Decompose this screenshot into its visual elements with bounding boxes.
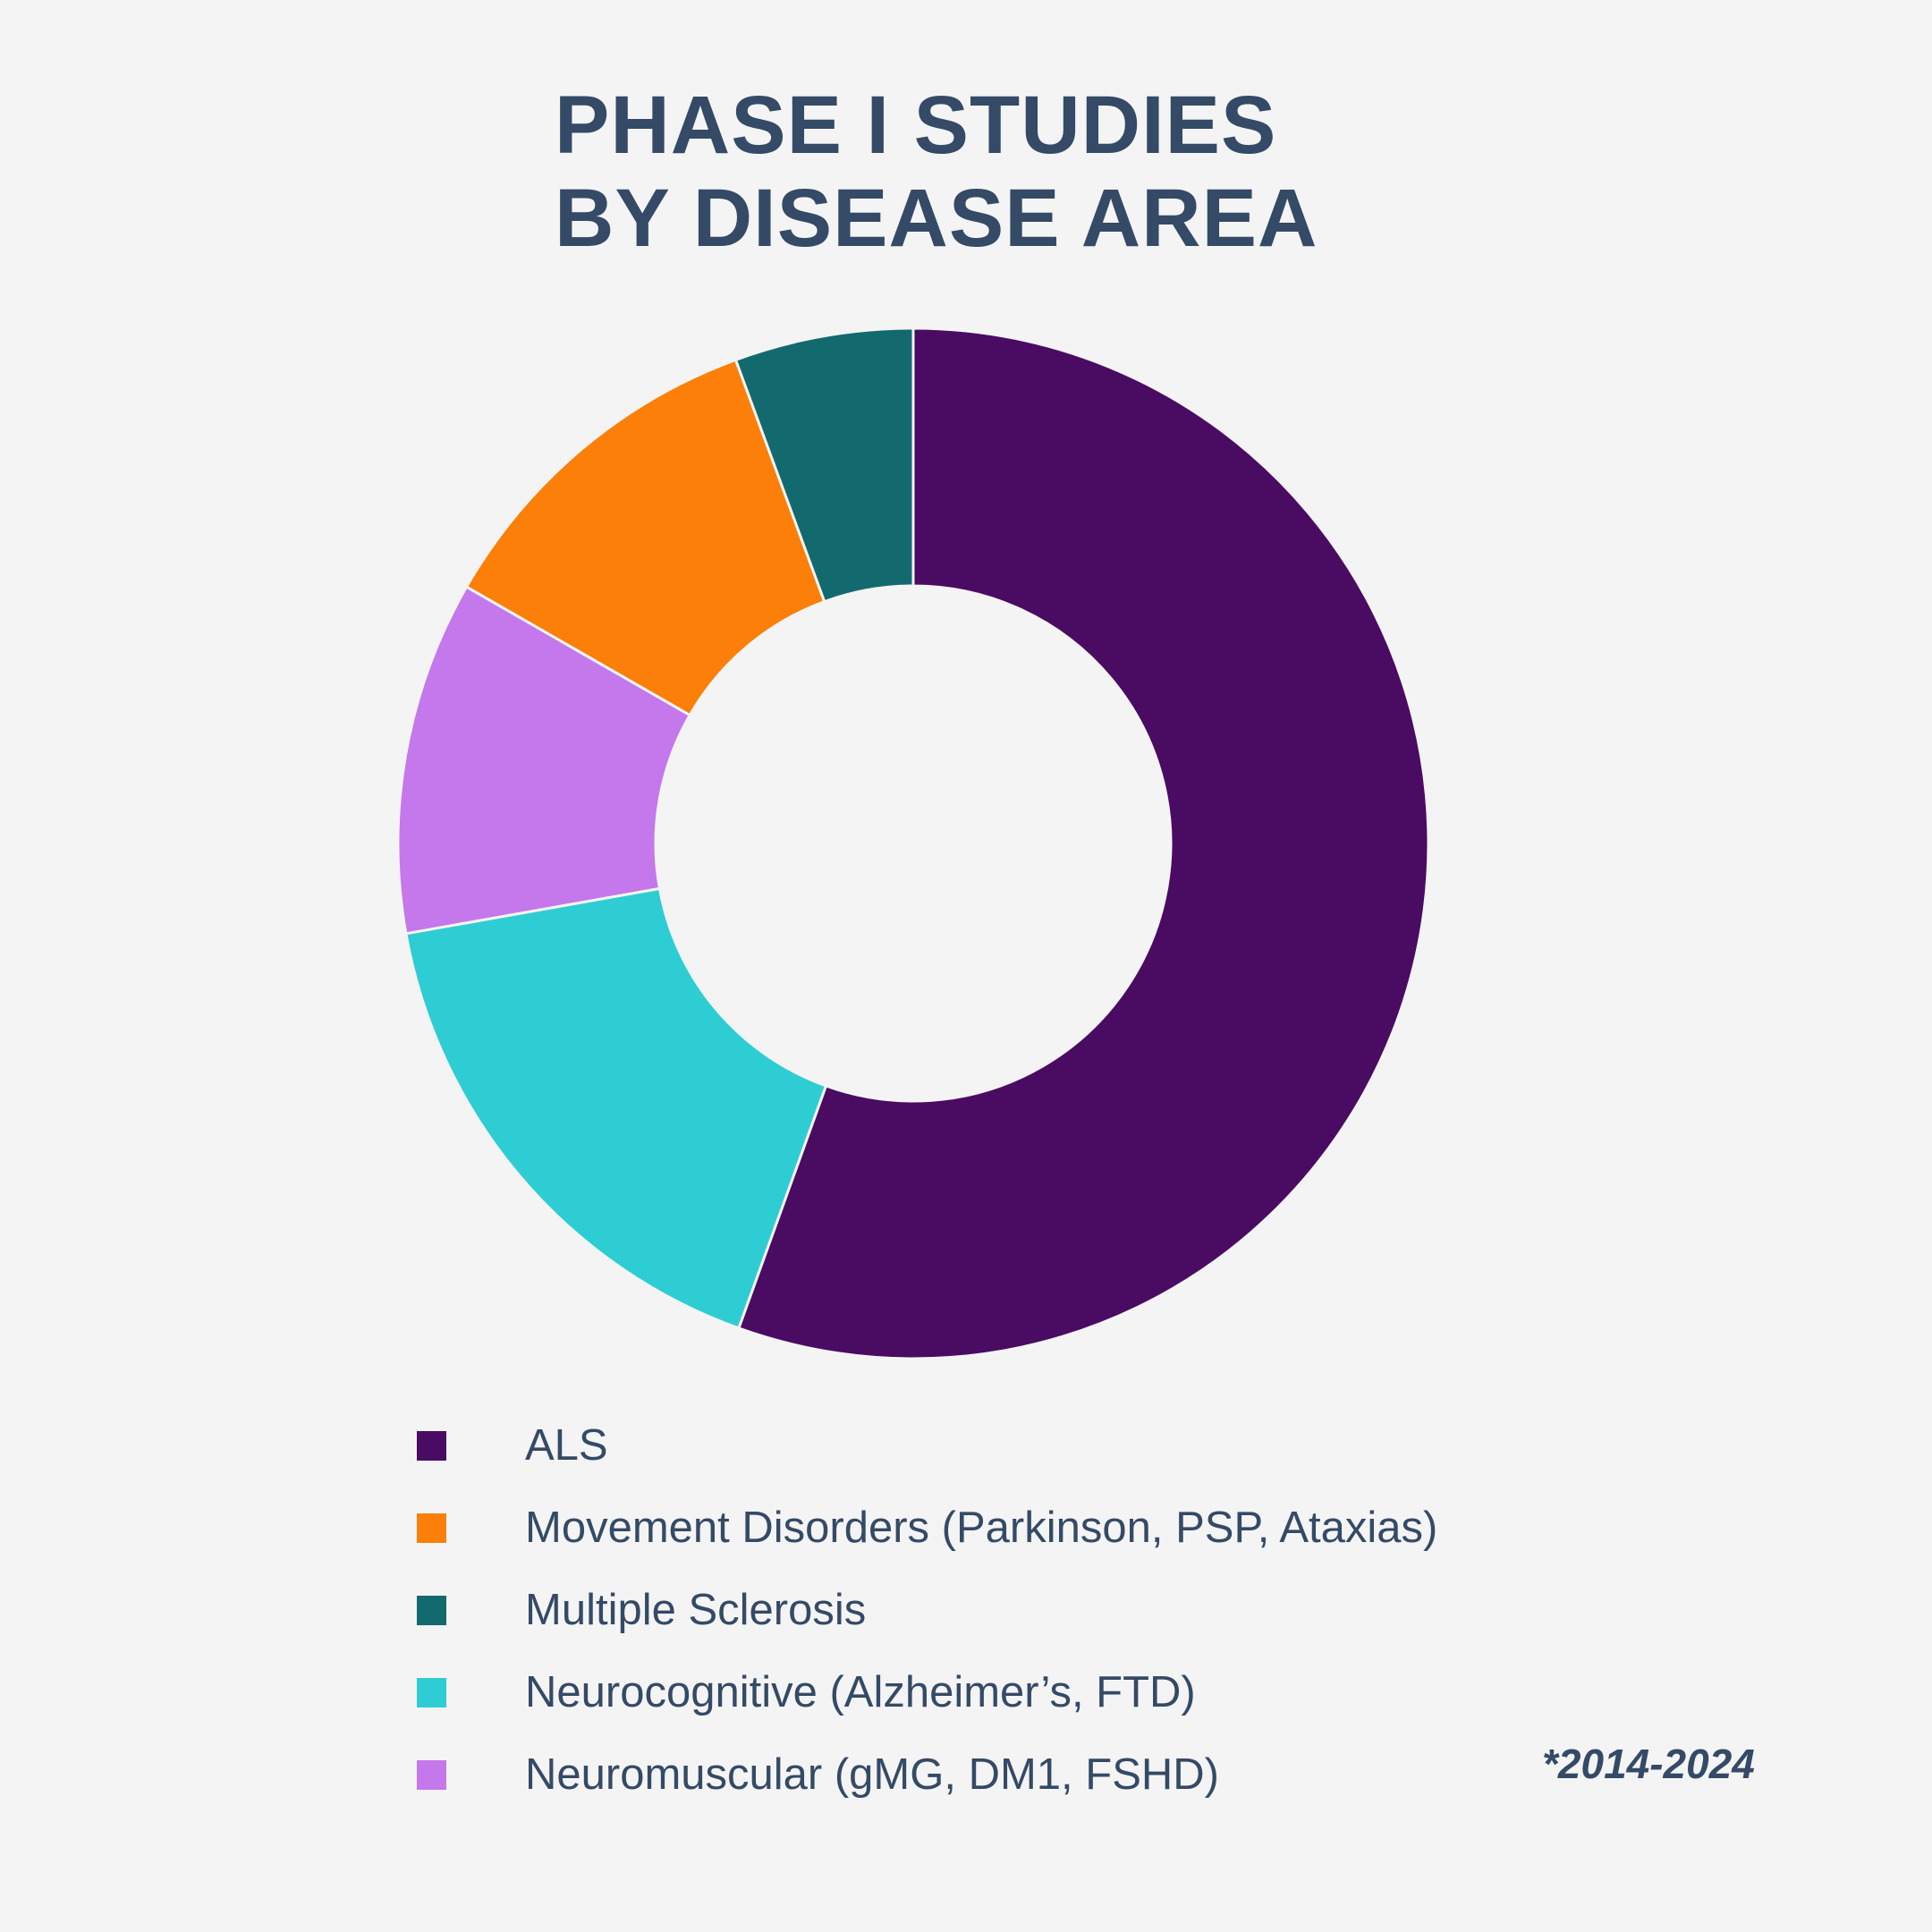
legend-swatch: [417, 1595, 446, 1625]
legend: ALS Movement Disorders (Parkinson, PSP, …: [417, 1404, 1437, 1816]
legend-swatch: [417, 1513, 446, 1543]
legend-swatch: [417, 1677, 446, 1707]
footnote-date-range: *2014-2024: [1542, 1741, 1755, 1787]
legend-item: Neuromuscular (gMG, DM1, FSHD): [417, 1733, 1437, 1816]
legend-label: Neuromuscular (gMG, DM1, FSHD): [525, 1750, 1219, 1799]
legend-item: Movement Disorders (Parkinson, PSP, Atax…: [417, 1487, 1437, 1569]
legend-label: ALS: [525, 1421, 608, 1470]
legend-label: Movement Disorders (Parkinson, PSP, Atax…: [525, 1504, 1438, 1552]
donut-slice-movement: [464, 358, 826, 717]
legend-item: Neurocognitive (Alzheimer’s, FTD): [417, 1651, 1437, 1733]
chart-title-line-1: PHASE I STUDIES: [555, 80, 1277, 171]
chart-title: PHASE I STUDIES BY DISEASE AREA: [555, 79, 1449, 265]
legend-item: ALS: [417, 1404, 1437, 1487]
donut-slice-neurocognitive: [404, 886, 828, 1330]
legend-swatch: [417, 1430, 446, 1461]
donut-slice-multiple: [733, 326, 915, 604]
chart-title-line-2: BY DISEASE AREA: [555, 173, 1318, 264]
donut-slice-als: [736, 326, 1430, 1360]
legend-swatch: [417, 1759, 446, 1790]
legend-label: Neurocognitive (Alzheimer’s, FTD): [525, 1668, 1196, 1716]
legend-label: Multiple Sclerosis: [525, 1586, 867, 1634]
legend-item: Multiple Sclerosis: [417, 1569, 1437, 1651]
